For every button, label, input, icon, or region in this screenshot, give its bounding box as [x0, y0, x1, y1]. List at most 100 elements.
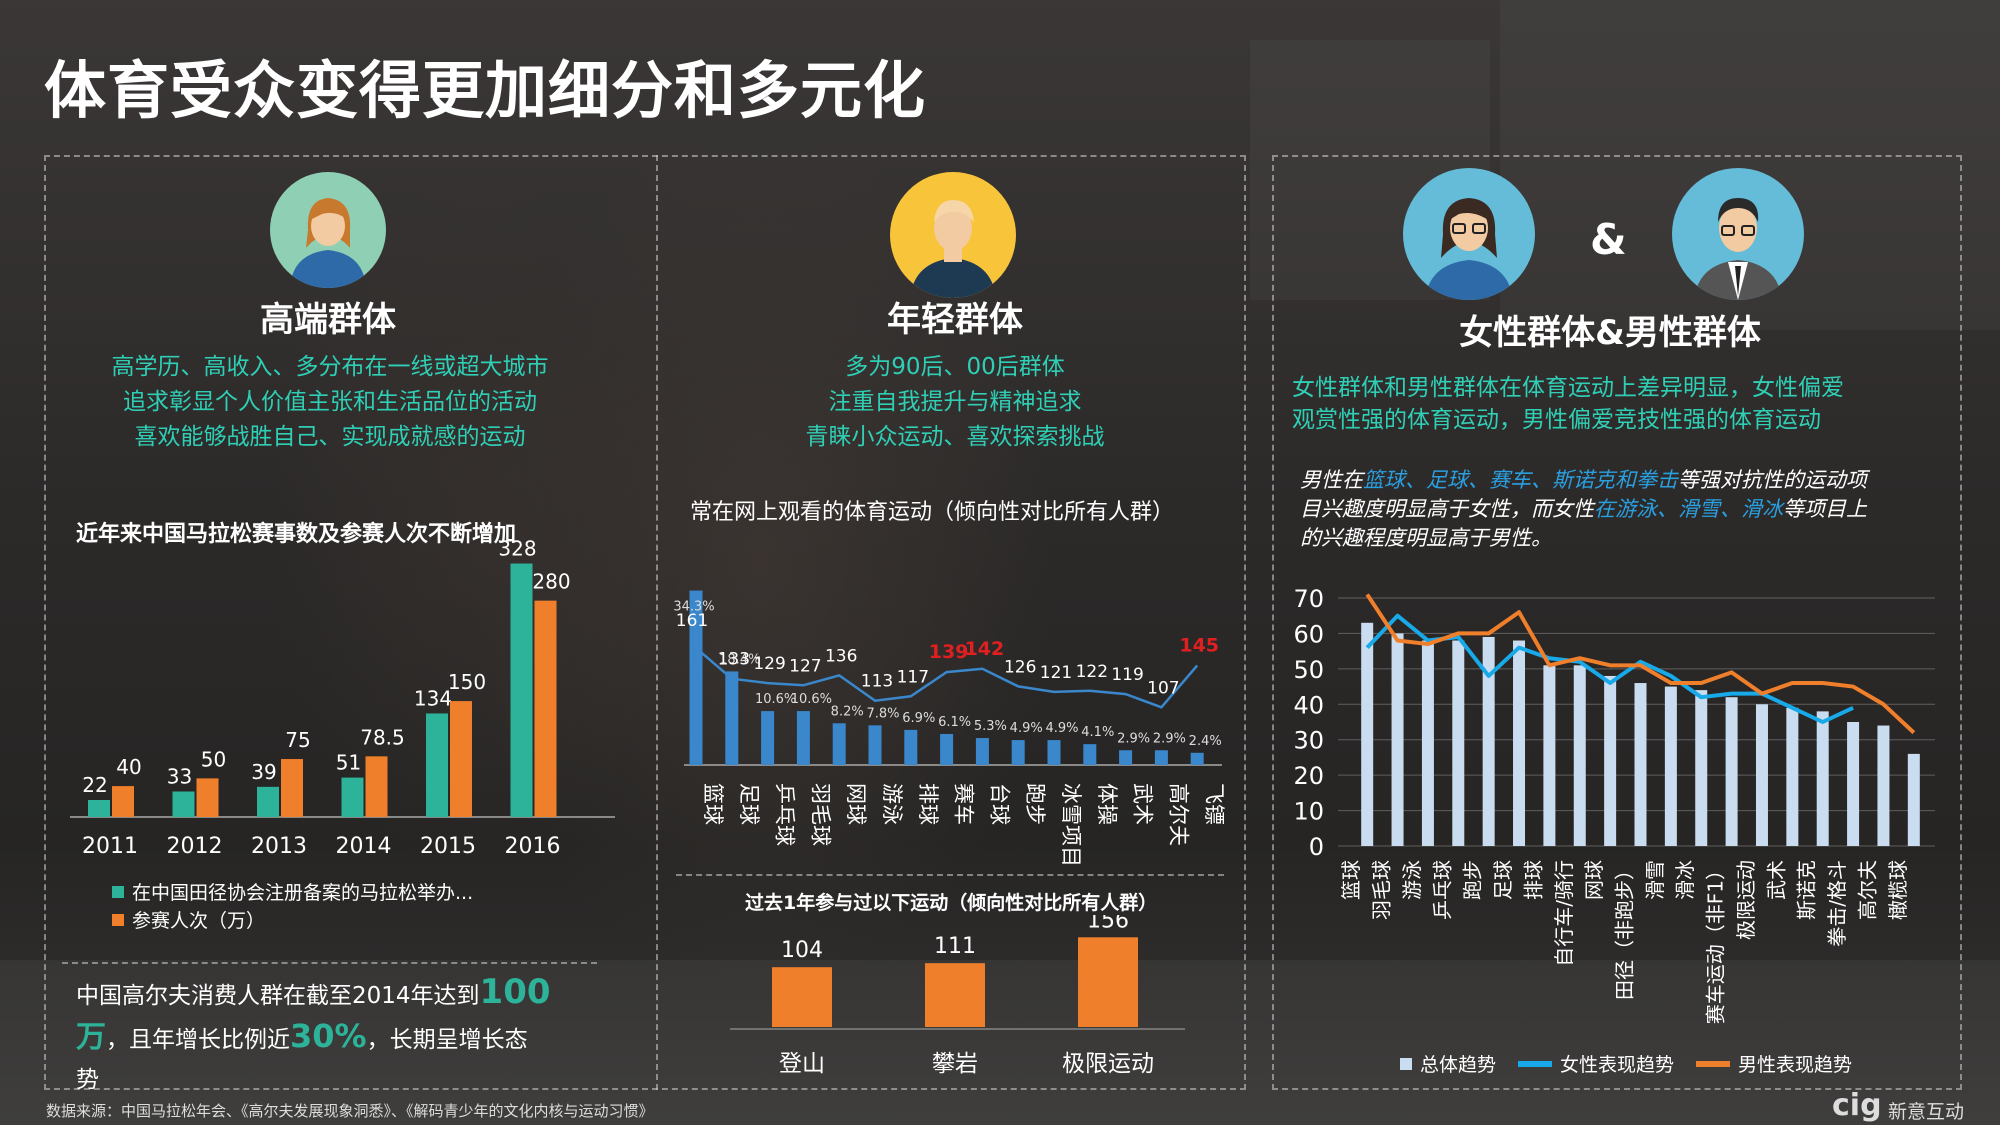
x-tick-label: 排球 — [916, 783, 940, 825]
x-tick-label: 拳击/格斗 — [1825, 860, 1849, 947]
background-road — [0, 960, 2000, 1125]
bar-滑冰 — [1695, 690, 1708, 846]
percent-label: 4.1% — [1081, 725, 1114, 740]
gender-legend: 总体趋势 女性表现趋势 男性表现趋势 — [1400, 1050, 1852, 1077]
bar-田径（非跑步） — [1634, 683, 1647, 846]
bar-登山 — [772, 967, 832, 1027]
percent-label: 18.4% — [719, 652, 760, 667]
index-label: 127 — [789, 656, 821, 676]
bar-2016-participants — [534, 600, 557, 817]
ampersand: & — [1590, 215, 1627, 264]
gender-title: 女性群体&男性群体 — [1459, 313, 1761, 353]
golf-stat: 中国高尔夫消费人群在截至2014年达到100 万，且年增长比例近30%，长期呈增… — [76, 972, 551, 1093]
young-avatar — [890, 172, 1016, 298]
bar-滑雪 — [1664, 686, 1677, 846]
percent-label: 4.9% — [1010, 721, 1043, 736]
bar-极限运动 — [1078, 937, 1138, 1027]
value-label: 150 — [448, 670, 486, 694]
bar-自行车/骑行 — [1573, 665, 1586, 846]
x-tick-label: 斯诺克 — [1795, 860, 1819, 920]
x-tick-label: 高尔夫 — [1166, 783, 1190, 846]
x-tick-label: 赛车 — [952, 783, 976, 825]
x-tick-label: 田径（非跑步） — [1613, 860, 1637, 1000]
online-sports-chart: 34.3% 篮球 18.4% 足球 10.6% 乒乓球 10.6% 羽毛球 8.2% 网球 7.8%… — [673, 590, 1226, 867]
y-tick-label: 60 — [1293, 620, 1324, 648]
value-label: 51 — [336, 751, 361, 775]
percent-label: 2.9% — [1117, 731, 1150, 746]
index-label: 145 — [1179, 635, 1219, 657]
value-label: 75 — [285, 728, 310, 752]
y-tick-label: 50 — [1293, 656, 1324, 684]
percent-label: 34.3% — [673, 600, 714, 615]
source-note: 数据来源：中国马拉松年会、《高尔夫发展现象洞悉》、《解码青少年的文化内核与运动习… — [46, 1102, 654, 1120]
male-trend-line — [1365, 593, 1916, 735]
value-label: 156 — [1087, 915, 1129, 933]
panel-divider — [656, 155, 658, 1090]
bar-极限运动 — [1755, 704, 1768, 846]
bar-赛车 — [940, 733, 954, 765]
bar-2014-participants — [365, 756, 388, 817]
woman-glasses-icon — [1425, 198, 1513, 300]
bar-2014-events — [341, 777, 364, 817]
highend-description: 高学历、高收入、多分布在一线或超大城市 追求彰显个人价值主张和生活品位的活动 喜… — [111, 354, 549, 450]
gender-description: 女性群体和男性群体在体育运动上差异明显，女性偏爱 观赏性强的体育运动，男性偏爱竞… — [1292, 375, 1844, 433]
index-line — [695, 646, 1199, 709]
bar-2012-events — [172, 791, 195, 817]
bar-乒乓球 — [1452, 640, 1465, 846]
bar-排球 — [1543, 665, 1556, 846]
marathon-legend-participants: 参赛人次（万） — [112, 906, 265, 933]
bar-橄榄球 — [1907, 753, 1920, 846]
x-tick-label: 跑步 — [1023, 783, 1047, 825]
bar-乒乓球 — [761, 711, 775, 765]
value-label: 33 — [167, 765, 192, 789]
x-tick-label: 羽毛球 — [1370, 860, 1394, 920]
percent-label: 10.6% — [791, 692, 832, 707]
x-tick-label: 赛车运动（非F1） — [1704, 860, 1728, 1024]
bar-高尔夫 — [1877, 725, 1890, 846]
x-tick-label: 体操 — [1095, 783, 1119, 825]
value-label: 40 — [116, 755, 141, 779]
golf-divider — [62, 962, 597, 964]
participation-chart-title: 过去1年参与过以下运动（倾向性对比所有人群） — [745, 892, 1158, 914]
x-tick-label: 羽毛球 — [808, 783, 832, 846]
y-tick-label: 10 — [1293, 798, 1324, 826]
bar-武术 — [1786, 707, 1799, 846]
x-tick-label: 2011 — [82, 834, 138, 859]
bar-高尔夫 — [1154, 750, 1168, 765]
percent-label: 2.9% — [1153, 731, 1186, 746]
x-tick-label: 冰雪项目 — [1059, 783, 1083, 867]
value-label: 39 — [251, 760, 276, 784]
participation-chart: 104 登山 111 攀岩 156 极限运动 — [730, 915, 1185, 1077]
x-tick-label: 2015 — [420, 834, 476, 859]
index-label: 119 — [1111, 665, 1143, 685]
bar-网球 — [832, 723, 846, 765]
participation-divider — [676, 874, 1224, 876]
value-label: 111 — [934, 934, 976, 959]
bar-羽毛球 — [1391, 633, 1404, 846]
x-tick-label: 网球 — [1582, 860, 1606, 900]
bar-游泳 — [868, 725, 882, 765]
x-tick-label: 篮球 — [701, 783, 725, 825]
x-tick-label: 2012 — [167, 834, 223, 859]
x-tick-label: 武术 — [1131, 783, 1155, 825]
index-label: 136 — [825, 646, 857, 666]
legend-overall: 总体趋势 — [1400, 1050, 1496, 1077]
bar-体操 — [1083, 744, 1097, 765]
index-label: 126 — [1004, 657, 1036, 677]
man-icon — [910, 200, 996, 298]
x-tick-label: 2016 — [505, 834, 561, 859]
bar-篮球 — [689, 590, 703, 765]
legend-male: 男性表现趋势 — [1696, 1050, 1852, 1077]
x-tick-label: 2014 — [336, 834, 392, 859]
x-tick-label: 2013 — [251, 834, 307, 859]
x-tick-label: 飞镖 — [1202, 783, 1226, 825]
young-title: 年轻群体 — [887, 300, 1023, 340]
bar-2013-participants — [281, 759, 303, 817]
bar-排球 — [904, 729, 918, 765]
index-label: 117 — [897, 667, 929, 687]
bar-2016-events — [510, 563, 533, 817]
value-label: 280 — [532, 570, 570, 594]
x-tick-label: 乒乓球 — [1430, 860, 1454, 920]
index-label: 121 — [1040, 663, 1072, 683]
bar-足球 — [1513, 640, 1526, 846]
